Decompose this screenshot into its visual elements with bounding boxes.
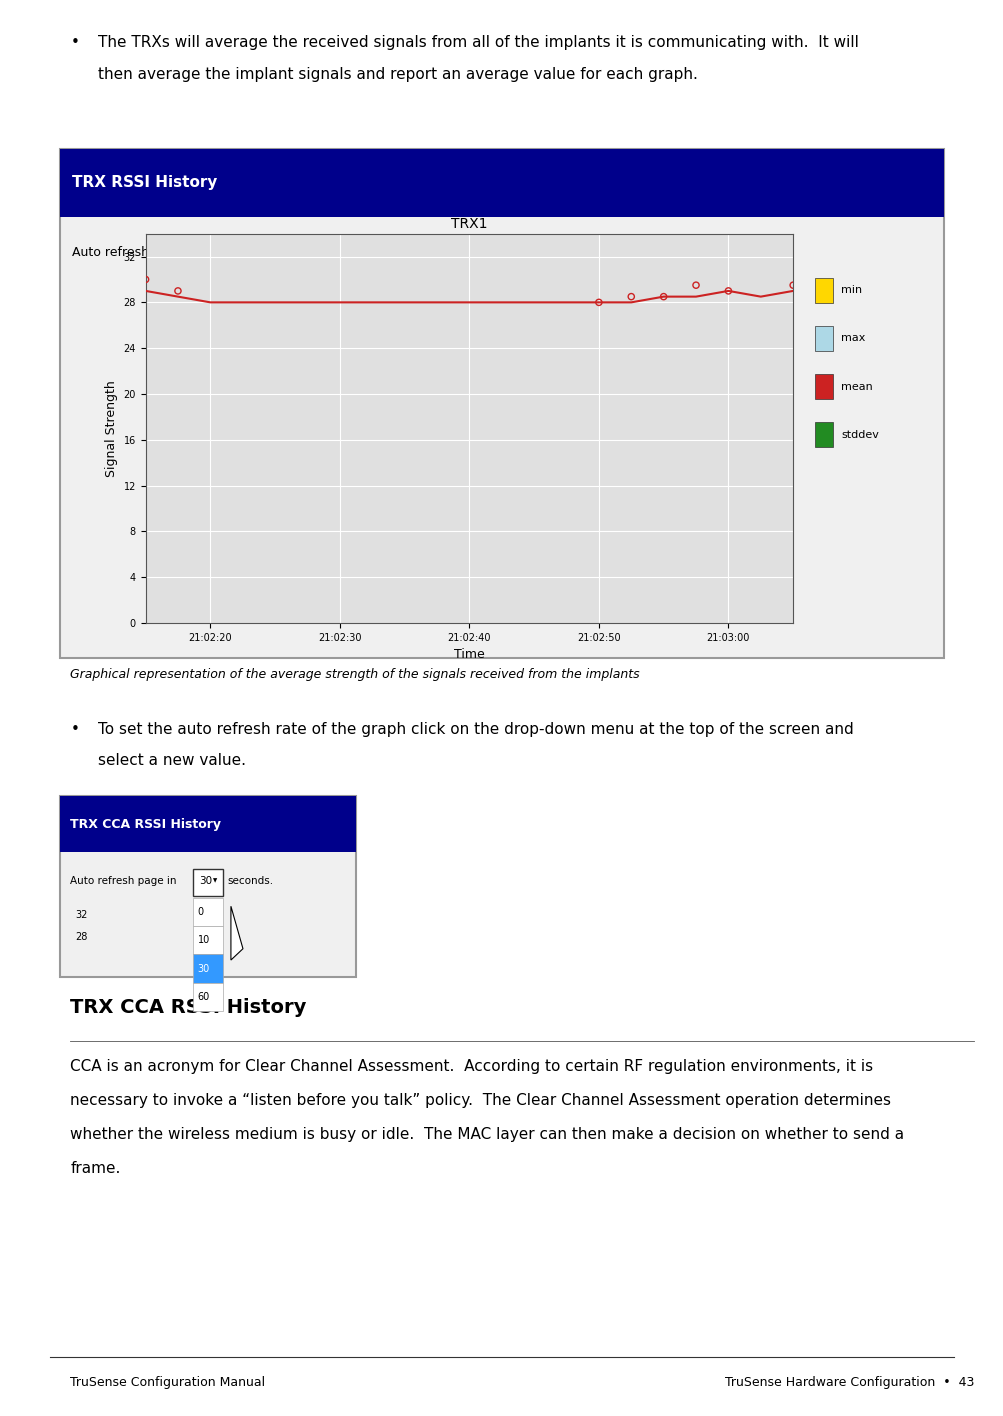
Text: frame.: frame.: [70, 1161, 120, 1177]
FancyBboxPatch shape: [814, 326, 832, 351]
Text: 28: 28: [75, 932, 87, 943]
Text: stddev: stddev: [841, 429, 879, 440]
Text: CCA is an acronym for Clear Channel Assessment.  According to certain RF regulat: CCA is an acronym for Clear Channel Asse…: [70, 1059, 873, 1075]
FancyBboxPatch shape: [193, 869, 223, 896]
Text: •: •: [70, 722, 79, 738]
Text: 30: 30: [199, 875, 212, 886]
Text: The TRXs will average the received signals from all of the implants it is commun: The TRXs will average the received signa…: [98, 35, 859, 51]
Text: 30: 30: [198, 963, 210, 974]
Text: ▼: ▼: [213, 878, 217, 884]
Y-axis label: Signal Strength: Signal Strength: [105, 379, 117, 477]
Point: [687, 273, 703, 296]
Text: To set the auto refresh rate of the graph click on the drop-down menu at the top: To set the auto refresh rate of the grap…: [98, 722, 854, 738]
X-axis label: Time: Time: [453, 649, 484, 661]
Text: Auto refresh page in: Auto refresh page in: [72, 245, 200, 259]
Text: TRX CCA RSSI History: TRX CCA RSSI History: [70, 817, 221, 831]
Point: [623, 285, 639, 307]
FancyBboxPatch shape: [193, 898, 223, 926]
Text: mean: mean: [841, 381, 873, 392]
FancyBboxPatch shape: [60, 149, 943, 217]
Text: TruSense Configuration Manual: TruSense Configuration Manual: [70, 1376, 265, 1389]
Text: TRX CCA RSSI History: TRX CCA RSSI History: [70, 998, 306, 1017]
Point: [591, 292, 607, 314]
Text: 0: 0: [198, 906, 204, 918]
FancyBboxPatch shape: [60, 796, 356, 852]
FancyBboxPatch shape: [814, 278, 832, 303]
Text: seconds.: seconds.: [228, 875, 274, 886]
FancyBboxPatch shape: [60, 796, 356, 977]
Text: min: min: [841, 285, 862, 296]
FancyBboxPatch shape: [193, 983, 223, 1011]
Point: [784, 273, 800, 296]
Text: TRX RSSI History: TRX RSSI History: [72, 176, 218, 190]
FancyBboxPatch shape: [193, 954, 223, 983]
FancyBboxPatch shape: [814, 374, 832, 399]
Text: whether the wireless medium is busy or idle.  The MAC layer can then make a deci: whether the wireless medium is busy or i…: [70, 1127, 904, 1143]
Text: then average the implant signals and report an average value for each graph.: then average the implant signals and rep…: [98, 67, 697, 82]
Title: TRX1: TRX1: [450, 217, 487, 231]
FancyBboxPatch shape: [814, 422, 832, 447]
Text: necessary to invoke a “listen before you talk” policy.  The Clear Channel Assess: necessary to invoke a “listen before you…: [70, 1093, 891, 1109]
Text: 10: 10: [198, 935, 210, 946]
Text: 60: 60: [198, 991, 210, 1003]
Text: 30: 30: [217, 245, 233, 259]
Point: [655, 285, 671, 307]
Text: max: max: [841, 333, 865, 344]
FancyBboxPatch shape: [193, 926, 223, 954]
Text: seconds.: seconds.: [249, 245, 304, 259]
FancyBboxPatch shape: [209, 239, 244, 270]
Point: [170, 279, 186, 302]
Point: [720, 279, 736, 302]
Polygon shape: [231, 906, 243, 960]
Text: select a new value.: select a new value.: [98, 753, 246, 769]
Text: ▼: ▼: [232, 249, 237, 255]
Text: 32: 32: [75, 909, 87, 920]
Point: [137, 268, 153, 290]
Text: Auto refresh page in: Auto refresh page in: [70, 875, 177, 886]
Text: •: •: [70, 35, 79, 51]
FancyBboxPatch shape: [60, 149, 943, 658]
Text: Graphical representation of the average strength of the signals received from th: Graphical representation of the average …: [70, 668, 639, 681]
Text: TruSense Hardware Configuration  •  43: TruSense Hardware Configuration • 43: [724, 1376, 973, 1389]
